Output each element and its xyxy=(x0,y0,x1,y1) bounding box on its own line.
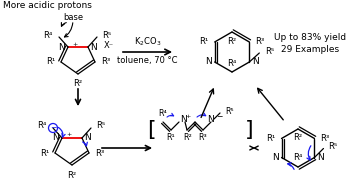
Text: N: N xyxy=(52,133,59,143)
Text: R³: R³ xyxy=(101,57,110,67)
Text: R¹: R¹ xyxy=(46,57,55,67)
Text: R⁵: R⁵ xyxy=(329,142,338,151)
Text: base: base xyxy=(63,13,83,22)
Text: R⁵: R⁵ xyxy=(102,30,111,40)
Text: −: − xyxy=(216,112,223,122)
Text: N: N xyxy=(180,115,187,125)
Text: R⁴: R⁴ xyxy=(159,109,167,119)
Text: +: + xyxy=(66,132,71,138)
Text: −: − xyxy=(50,123,56,132)
Text: ]: ] xyxy=(245,120,254,140)
Text: R³: R³ xyxy=(255,37,265,46)
Text: R³: R³ xyxy=(95,149,104,157)
Text: R¹: R¹ xyxy=(167,133,175,143)
Text: N: N xyxy=(252,57,259,67)
Text: +: + xyxy=(72,42,77,46)
Text: R²: R² xyxy=(68,170,77,180)
Text: R⁵: R⁵ xyxy=(96,122,105,130)
Text: [: [ xyxy=(147,120,156,140)
Text: R³: R³ xyxy=(321,134,330,143)
Text: R⁴: R⁴ xyxy=(227,59,237,67)
Text: R²: R² xyxy=(184,133,192,143)
Text: N: N xyxy=(90,43,97,51)
Text: R²: R² xyxy=(228,36,237,46)
Text: R⁴: R⁴ xyxy=(293,153,303,163)
Text: N: N xyxy=(84,133,91,143)
Text: R⁴: R⁴ xyxy=(44,30,53,40)
Text: R¹: R¹ xyxy=(199,37,209,46)
Text: R⁴: R⁴ xyxy=(38,122,47,130)
Text: 29 Examples: 29 Examples xyxy=(281,46,339,54)
Text: N: N xyxy=(58,43,65,51)
Text: +: + xyxy=(185,115,190,119)
Text: N: N xyxy=(318,153,324,162)
Text: toluene, 70 °C: toluene, 70 °C xyxy=(117,56,178,64)
Text: R⁵: R⁵ xyxy=(265,46,274,56)
Text: R¹: R¹ xyxy=(40,149,49,157)
Text: R²: R² xyxy=(73,80,82,88)
Text: R³: R³ xyxy=(199,133,207,143)
Text: R¹: R¹ xyxy=(266,134,276,143)
Text: N: N xyxy=(208,115,215,125)
Text: R²: R² xyxy=(293,133,303,143)
Text: X⁻: X⁻ xyxy=(104,40,114,50)
Text: N: N xyxy=(272,153,278,162)
Text: More acidic protons: More acidic protons xyxy=(3,2,92,11)
Text: Up to 83% yield: Up to 83% yield xyxy=(274,33,346,43)
Text: K$_2$CO$_3$: K$_2$CO$_3$ xyxy=(134,36,161,48)
Text: R⁵: R⁵ xyxy=(225,106,234,115)
Text: N: N xyxy=(205,57,212,67)
